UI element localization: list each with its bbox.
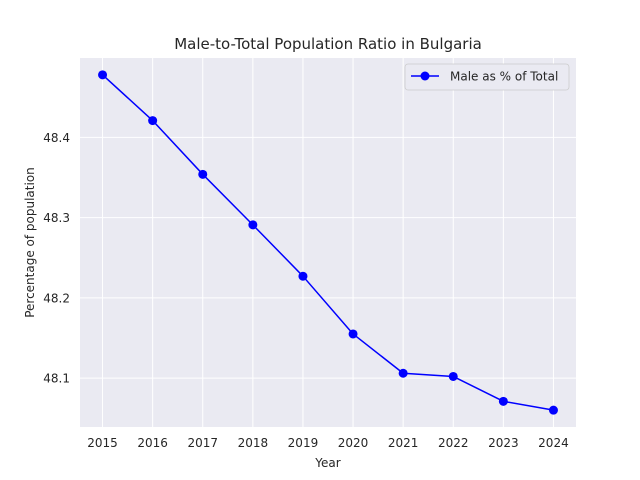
- y-tick-label: 48.4: [43, 131, 70, 145]
- data-point: [398, 368, 408, 378]
- x-tick-label: 2019: [288, 436, 319, 450]
- grid-lines: [80, 58, 576, 427]
- x-tick-label: 2016: [137, 436, 168, 450]
- x-tick-labels: 2015 2016 2017 2018 2019 2020 2021 2022 2023 2024: [87, 436, 568, 450]
- data-point: [98, 70, 108, 80]
- legend-label: Male as % of Total: [450, 70, 558, 84]
- legend-marker-sample: [420, 71, 430, 81]
- x-tick-label: 2015: [87, 436, 118, 450]
- x-tick-label: 2021: [388, 436, 419, 450]
- legend-box: [404, 63, 570, 91]
- data-point: [248, 220, 258, 230]
- data-point: [148, 116, 158, 126]
- y-tick-label: 48.3: [43, 211, 70, 225]
- data-point: [498, 396, 508, 406]
- data-point: [348, 329, 358, 339]
- x-tick-label: 2017: [187, 436, 218, 450]
- series-line: [102, 74, 554, 411]
- data-point: [198, 169, 208, 179]
- data-point: [298, 271, 308, 281]
- chart-title: Male-to-Total Population Ratio in Bulgar…: [174, 35, 482, 53]
- x-tick-label: 2020: [338, 436, 369, 450]
- series-layer: [98, 70, 558, 415]
- x-tick-label: 2024: [538, 436, 569, 450]
- x-tick-label: 2022: [438, 436, 469, 450]
- x-tick-label: 2023: [488, 436, 519, 450]
- data-point: [548, 405, 558, 415]
- data-point: [448, 371, 458, 381]
- y-tick-label: 48.2: [43, 291, 70, 305]
- x-tick-label: 2018: [238, 436, 269, 450]
- y-tick-label: 48.1: [43, 372, 70, 386]
- y-tick-labels: 48.1 48.2 48.3 48.4: [43, 131, 70, 386]
- plot-area: [80, 58, 576, 427]
- legend: Male as % of Total: [404, 63, 570, 91]
- x-axis-label: Year: [314, 456, 340, 470]
- y-axis-label: Percentage of population: [23, 167, 37, 318]
